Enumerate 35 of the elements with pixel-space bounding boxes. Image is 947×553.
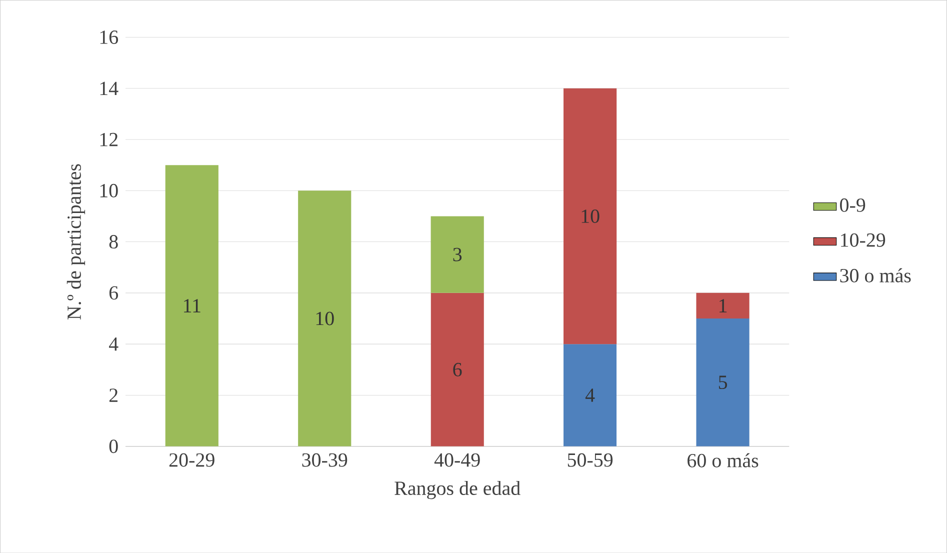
y-tick-label: 4 [109,337,118,351]
y-tick-label: 14 [100,82,118,95]
data-label: 3 [453,248,462,262]
bar [696,318,750,446]
y-tick-label: 12 [100,132,118,146]
y-tick-label: 16 [100,30,118,44]
legend-label: 30 o más [840,268,911,282]
y-axis-title: N.º de participantes [66,164,86,320]
data-label: 5 [718,376,728,389]
bar [430,216,484,293]
y-tick-label: 6 [109,286,118,300]
legend-label: 0-9 [840,198,866,212]
bar [430,292,484,446]
data-label: 1 [720,299,727,312]
data-label: 10 [316,312,334,326]
x-tick-label: 40-49 [434,453,480,467]
bar [564,88,617,344]
y-tick-label: 8 [109,234,118,248]
y-tick-label: 10 [100,184,118,198]
x-tick-label: 30-39 [302,453,348,467]
legend-label: 10-29 [841,233,886,247]
x-tick-label: 60 o más [688,453,758,468]
x-tick-label: 50-59 [568,453,613,467]
data-label: 4 [585,388,595,402]
bar [564,344,617,446]
y-tick-label: 0 [109,439,118,453]
bar [165,164,218,446]
bar [696,292,750,318]
bar [298,190,352,446]
y-tick-label: 2 [109,388,118,402]
x-tick-label: 20-29 [169,453,214,467]
x-axis-title: Rangos de edad [394,480,520,500]
data-label: 6 [453,362,462,376]
data-label: 11 [184,299,200,312]
data-label: 10 [582,209,600,223]
